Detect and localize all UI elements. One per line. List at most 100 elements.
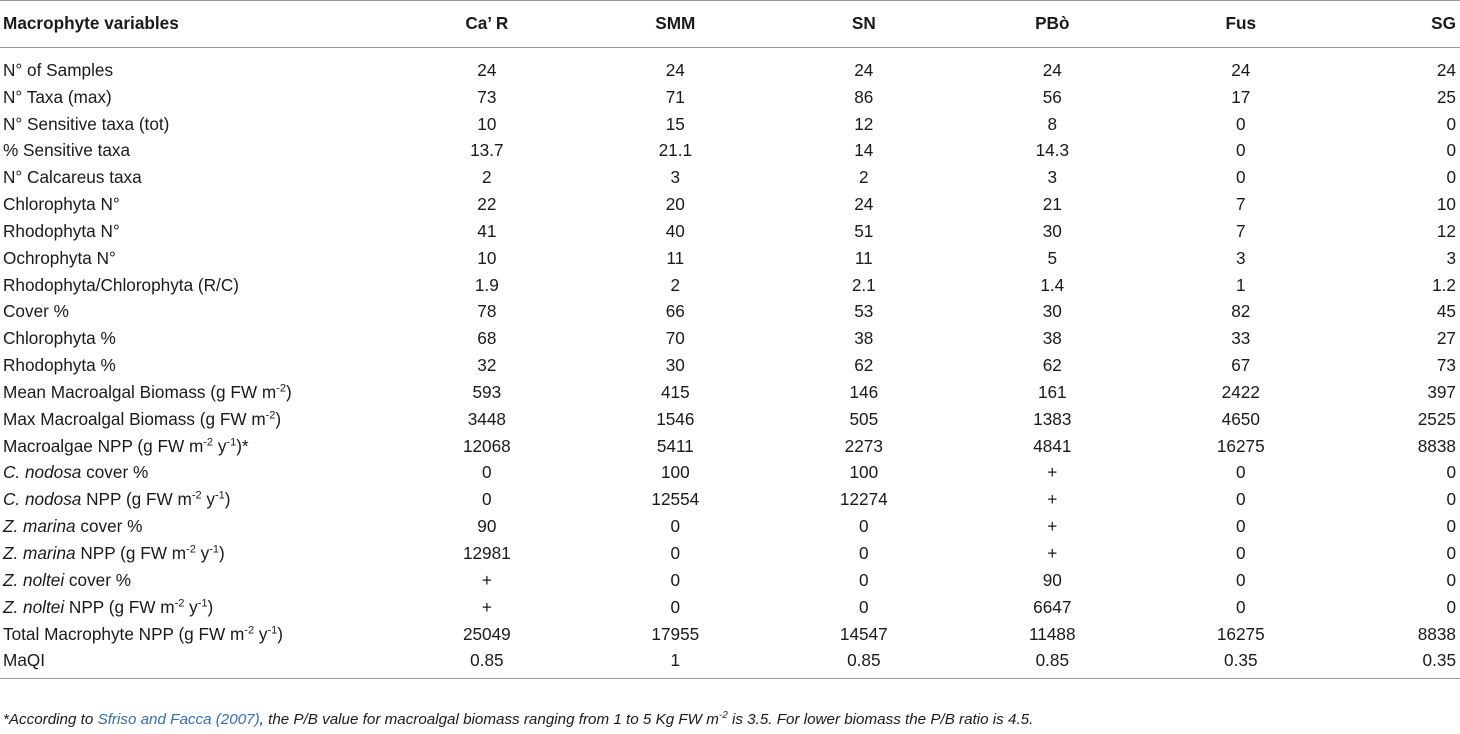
label-text: NPP (g FW m [75,543,187,563]
table-cell: 0 [1446,596,1456,617]
row-label: Cover % [0,299,393,326]
label-text: NPP (g FW m [64,596,175,617]
table-cell: 100 [660,462,690,483]
footnote-prefix: *According to [3,711,98,728]
table-cell: 0 [859,569,869,590]
table-row: Rhodophyta/Chlorophyta (R/C) 1.9 2 2.1 1.4 1 1… [0,272,1460,299]
table-cell: 73 [1436,355,1456,376]
table-cell: + [1047,543,1058,563]
table-cell: + [1047,489,1058,510]
table-cell: 0.35 [1335,647,1460,680]
label-superscript: -2 [265,409,276,422]
label-tail: ) [275,408,282,429]
table-cell: 20 [665,194,685,215]
table-cell: 1546 [656,408,695,429]
table-cell: 3 [1446,247,1456,268]
header-ca-r: Ca’ R [392,0,582,48]
table-cell: 12981 [462,543,511,563]
table-cell: 505 [849,408,879,429]
table-cell: 8 [1047,113,1058,134]
label-text: % Sensitive taxa [3,140,131,161]
table-cell: 11 [666,247,685,268]
table-cell: 16275 [1216,623,1265,644]
table-cell: 0 [1235,140,1246,161]
row-label: Total Macrophyte NPP (g FW m-2 y-1) [0,621,393,648]
row-label: Z. marina cover % [0,513,393,540]
table-cell: 2 [482,167,492,188]
label-superscript: -2 [203,435,214,448]
table-row: Rhodophyta N° 41 40 51 30 7 12 [0,218,1460,245]
label-superscript: -1 [214,489,225,502]
table-row: N° of Samples 24 24 24 24 24 24 [0,48,1460,84]
table-cell: 17955 [651,623,700,644]
table-cell: 10 [1436,194,1456,215]
table-row: N° Sensitive taxa (tot) 10 15 12 8 0 0 [0,111,1460,138]
table-cell: 17 [1231,86,1251,107]
label-text: Max Macroalgal Biomass (g FW m [3,408,266,429]
table-cell: 0.85 [958,647,1147,680]
table-cell: 0 [482,462,492,483]
table-cell: 90 [477,516,497,537]
table-cell: 12 [1436,220,1456,241]
footnote-citation-link[interactable]: Sfriso and Facca (2007) [97,711,260,728]
label-superscript: -2 [174,596,185,609]
table-row: MaQI 0.85 1 0.85 0.85 0.35 0.35 [0,647,1460,680]
table-cell: 2273 [844,435,883,456]
macrophyte-table: Macrophyte variables Ca’ R SMM SN PBò Fu… [0,0,1460,680]
table-row: Z. noltei cover % +0 0 90 0 0 [0,567,1460,594]
table-row: Z. marina cover % 90 0 0 +0 0 [0,513,1460,540]
table-cell: + [1047,516,1058,537]
label-text: Rhodophyta N° [3,220,120,241]
table-cell: 0 [1235,543,1246,563]
table-cell: 62 [1042,355,1062,376]
table-row: Mean Macroalgal Biomass (g FW m-2) 593 415… [0,379,1460,406]
row-label: N° Sensitive taxa (tot) [0,111,393,138]
table-cell: 1 [1235,274,1246,295]
table-cell: 0 [859,516,869,537]
label-tail: y [213,435,227,456]
table-row: Z. marina NPP (g FW m-2 y-1) 12981 0 0 +0 0 [0,540,1460,567]
table-cell: 1 [581,647,770,680]
label-text: Macroalgae NPP (g FW m [3,435,204,456]
table-cell: 0 [1446,489,1456,510]
table-cell: 71 [665,86,685,107]
table-cell: 73 [477,86,497,107]
label-text: Mean Macroalgal Biomass (g FW m [3,381,277,402]
table-cell: 22 [477,194,497,215]
table-cell: 40 [665,220,685,241]
label-tail: ) [218,543,225,563]
table-cell: 1383 [1033,408,1072,429]
table-cell: 0 [670,543,681,563]
table-cell: 0.85 [392,647,582,680]
table-cell: 14.3 [1035,140,1070,161]
label-tail: y [195,543,210,563]
table-cell: 3448 [467,408,506,429]
table-cell: 2 [670,274,681,295]
table-cell: 45 [1436,301,1456,322]
table-cell: 24 [1436,59,1456,80]
table-cell: 8838 [1417,623,1456,644]
table-cell: 67 [1231,355,1251,376]
label-italic: C. nodosa [3,462,82,483]
table-footnote: *According to Sfriso and Facca (2007), t… [3,709,1033,728]
table-cell: 30 [665,355,685,376]
table-cell: 0 [1235,113,1246,134]
label-tail: )* [236,435,249,456]
table-cell: 56 [1042,86,1062,107]
table-row: Chlorophyta N° 22 20 24 21 7 10 [0,191,1460,218]
label-tail: y [184,596,198,617]
label-text: N° Calcareus taxa [3,167,142,188]
label-text: Cover % [3,301,69,322]
row-label: Ochrophyta N° [0,245,393,272]
label-tail: ) [224,489,231,510]
table-row: N° Taxa (max) 73 71 86 56 17 25 [0,84,1460,111]
table-row: Chlorophyta % 68 70 38 38 33 27 [0,325,1460,352]
label-superscript: -1 [209,543,219,556]
table-cell: 415 [660,381,690,402]
footnote-sup: -2 [718,709,728,721]
table-cell: 0.35 [1146,647,1336,680]
header-row: Macrophyte variables Ca’ R SMM SN PBò Fu… [0,0,1460,48]
label-text: cover % [64,569,132,590]
footnote-middle: , the P/B value for macroalgal biomass r… [259,711,719,728]
table-cell: 0.85 [769,647,959,680]
